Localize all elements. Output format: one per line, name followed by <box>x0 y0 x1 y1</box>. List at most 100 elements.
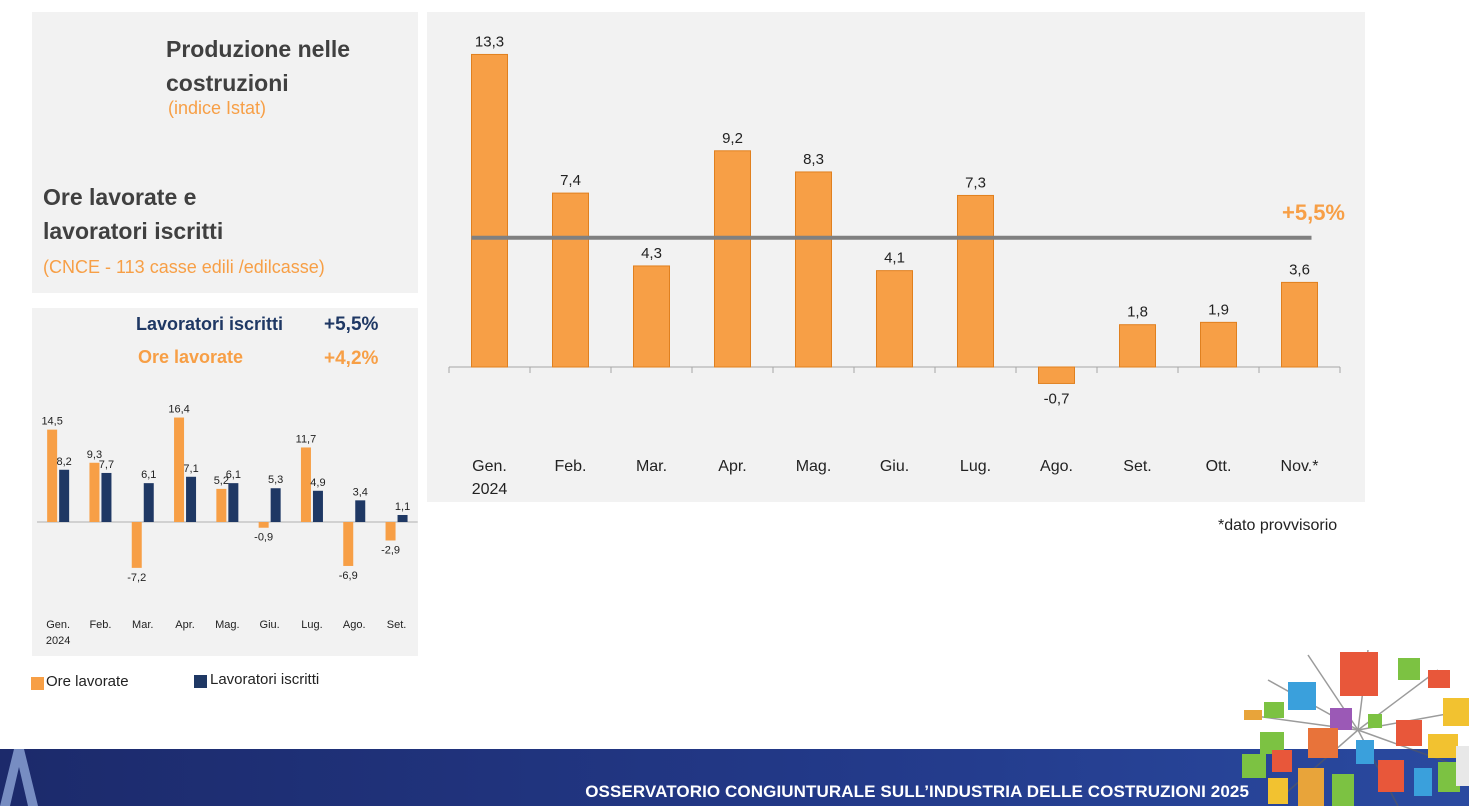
legend-lavoratori-label: Lavoratori iscritti <box>210 671 320 688</box>
category-label: Apr. <box>175 619 195 631</box>
workers-summary-label: Lavoratori iscritti <box>136 314 284 334</box>
data-label: 14,5 <box>41 416 62 428</box>
lavoratori-bar <box>270 488 281 522</box>
category-label: Set. <box>387 619 407 631</box>
data-label: 4,1 <box>884 250 905 267</box>
category-label: Mar. <box>132 619 153 631</box>
data-label: 11,7 <box>296 433 317 445</box>
category-label: Mag. <box>215 619 239 631</box>
data-label: 1,9 <box>1208 301 1229 318</box>
info-panel: Produzione nelle costruzioni (indice Ist… <box>32 12 418 293</box>
production-title-line2: costruzioni <box>166 70 289 96</box>
category-label: Giu. <box>880 458 909 475</box>
category-label: Gen. <box>472 458 507 475</box>
footer-bar: OSSERVATORIO CONGIUNTURALE SULL’INDUSTRI… <box>0 749 1469 806</box>
bar <box>471 53 508 368</box>
category-label: 2024 <box>46 635 70 647</box>
hours-summary-value: +4,2% <box>324 348 379 369</box>
legend-ore-label: Ore lavorate <box>46 673 129 690</box>
data-label: 7,4 <box>560 172 581 189</box>
ore-bar <box>216 488 227 522</box>
data-label: 3,6 <box>1289 261 1310 278</box>
section-title-line1: Ore lavorate e <box>43 184 197 210</box>
data-label: -7,2 <box>127 572 146 584</box>
data-label: 5,3 <box>268 474 283 486</box>
category-label: Ott. <box>1206 458 1232 475</box>
data-label: 1,8 <box>1127 304 1148 321</box>
bar <box>552 192 589 368</box>
data-label: -6,9 <box>339 570 358 582</box>
production-title-line1: Produzione nelle <box>166 36 351 62</box>
legend-lavoratori-swatch <box>194 675 207 688</box>
category-label: Feb. <box>554 458 586 475</box>
bar <box>795 171 832 368</box>
lavoratori-bar <box>186 476 197 522</box>
legend-ore-swatch <box>31 677 44 690</box>
production-chart: 13,3 Gen. 2024 7,4 Feb. 4,3 Mar. 9,2 Apr. 8,3 Mag.… <box>448 33 1345 498</box>
provisional-note: *dato provvisorio <box>1218 517 1338 534</box>
logo-mark-icon <box>0 749 38 806</box>
ore-bar <box>258 522 269 528</box>
data-label: 13,3 <box>475 33 504 50</box>
lavoratori-bar <box>312 490 323 522</box>
production-source: (indice Istat) <box>168 98 267 118</box>
data-label: 9,2 <box>722 130 743 147</box>
bar <box>876 270 913 368</box>
category-label: Gen. <box>46 619 70 631</box>
lavoratori-bar <box>397 514 408 522</box>
category-label: 2024 <box>472 481 508 498</box>
category-label: Lug. <box>960 458 991 475</box>
bar <box>1038 366 1075 384</box>
bar <box>1119 324 1156 368</box>
ore-bar <box>89 462 100 522</box>
data-label: 3,4 <box>353 486 368 498</box>
lavoratori-bar <box>355 500 366 522</box>
colored-blocks-graphic-icon <box>1242 650 1469 806</box>
ore-bar <box>300 447 311 522</box>
data-label: -0,7 <box>1044 390 1070 407</box>
bar <box>1200 321 1237 368</box>
footer-title: OSSERVATORIO CONGIUNTURALE SULL’INDUSTRI… <box>585 782 1249 801</box>
data-label: 8,3 <box>803 151 824 168</box>
ore-bar <box>385 522 396 541</box>
section-title-line2: lavoratori iscritti <box>43 218 224 244</box>
category-label: Mar. <box>636 458 667 475</box>
ore-bar <box>131 522 142 568</box>
data-label: -2,9 <box>381 544 400 556</box>
hours-workers-chart: 14,5 8,2 Gen. 2024 9,37,7 Feb. -7,2 6,1 Mar. 16,4… <box>37 404 418 647</box>
bar <box>714 150 751 368</box>
section-source: (CNCE - 113 casse edili /edilcasse) <box>43 257 325 277</box>
data-label: 8,2 <box>57 456 72 468</box>
lavoratori-bar <box>228 483 239 522</box>
category-label: Mag. <box>796 458 832 475</box>
data-label: 7,7 <box>99 459 114 471</box>
data-label: -0,9 <box>254 532 273 544</box>
bar <box>1281 281 1318 368</box>
production-title: Produzione nelle costruzioni <box>166 32 350 100</box>
ore-bar <box>47 429 58 522</box>
average-label: +5,5% <box>1282 200 1345 225</box>
production-chart-panel: 13,3 Gen. 2024 7,4 Feb. 4,3 Mar. 9,2 Apr. 8,3 Mag.… <box>427 12 1365 502</box>
category-label: Set. <box>1123 458 1151 475</box>
category-label: Feb. <box>89 619 111 631</box>
hours-workers-panel: Lavoratori iscritti +5,5% Ore lavorate +… <box>32 308 418 656</box>
data-label: 7,1 <box>183 463 198 475</box>
ore-bar <box>174 417 185 522</box>
data-label: 9,3 <box>87 449 102 461</box>
category-label: Ago. <box>343 619 366 631</box>
data-label: 4,9 <box>310 477 325 489</box>
data-label: 6,1 <box>226 469 241 481</box>
section-title: Ore lavorate e lavoratori iscritti <box>43 180 223 248</box>
data-label: 7,3 <box>965 174 986 191</box>
category-label: Ago. <box>1040 458 1073 475</box>
category-label: Apr. <box>718 458 746 475</box>
category-label: Nov.* <box>1281 458 1319 475</box>
lavoratori-bar <box>143 483 154 522</box>
data-label: 16,4 <box>168 404 189 416</box>
bar <box>633 265 670 368</box>
bar <box>957 194 994 368</box>
lavoratori-bar <box>59 469 70 522</box>
ore-bar <box>343 522 354 566</box>
data-label: 1,1 <box>395 501 410 513</box>
data-label: 5,2 <box>214 475 229 487</box>
